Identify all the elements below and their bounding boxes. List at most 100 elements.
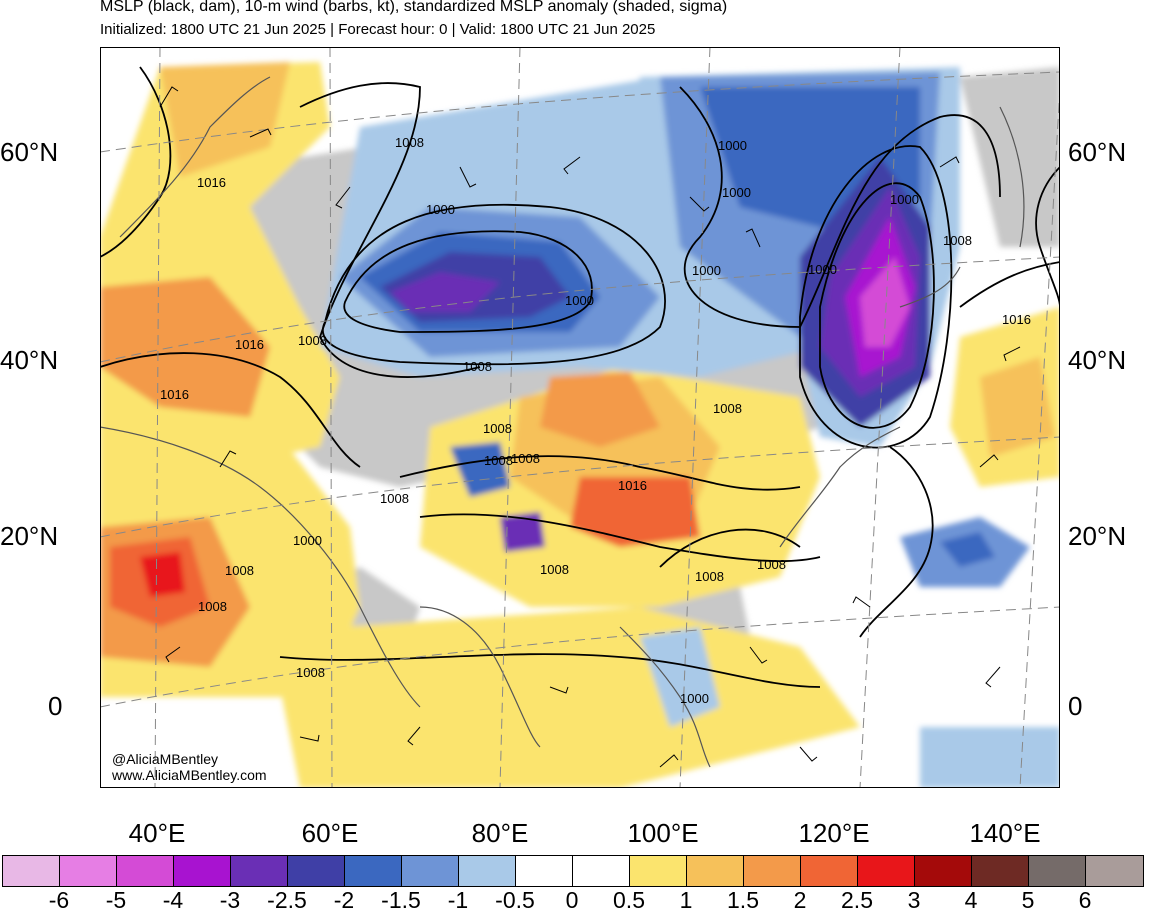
colorbar-swatch — [687, 856, 744, 886]
wind-barb — [549, 686, 569, 694]
positive-anomaly-area — [160, 62, 290, 177]
isobar — [819, 182, 935, 429]
wind-barb — [745, 228, 761, 248]
colorbar-swatch — [573, 856, 630, 886]
graticule-line — [100, 71, 1060, 153]
colorbar-label: 1.5 — [727, 887, 759, 913]
lat-label-40n-right: 40°N — [1068, 345, 1127, 375]
lon-label-60e: 60°E — [301, 818, 359, 848]
contour-label: 1008 — [296, 665, 325, 680]
lat-label-0-right: 0 — [1068, 691, 1083, 721]
graticule-line — [329, 47, 333, 788]
lon-label-80e: 80°E — [471, 818, 529, 848]
isobar — [1035, 166, 1060, 308]
colorbar-swatch — [1086, 856, 1143, 886]
wind-barb — [159, 86, 179, 108]
contour-label: 1008 — [943, 233, 972, 248]
contour-label: 1008 — [695, 569, 724, 584]
positive-anomaly-area — [540, 372, 660, 447]
wind-barb — [979, 454, 999, 468]
colorbar-label: 5 — [1021, 887, 1035, 913]
wind-barb — [219, 450, 237, 468]
colorbar-swatch — [516, 856, 573, 886]
lat-label-20n: 20°N — [0, 521, 59, 551]
contour-label: 1008 — [298, 333, 327, 348]
graticule-line — [499, 47, 521, 788]
colorbar-swatch — [174, 856, 231, 886]
positive-anomaly-area — [570, 477, 700, 547]
wind-barb — [689, 196, 710, 212]
wind-barb — [299, 734, 320, 742]
coastline — [100, 426, 421, 708]
isobar — [279, 653, 821, 688]
map-panel[interactable]: 1008 1016 1016 1016 1000 1000 1000 1008 1000 1000… — [100, 47, 1060, 788]
coastline — [999, 106, 1025, 248]
contour-label: 1016 — [197, 175, 226, 190]
colorbar-swatch — [117, 856, 174, 886]
contour-label: 1008 — [380, 491, 409, 506]
lat-label-0: 0 — [48, 691, 63, 721]
wind-barb — [939, 156, 960, 168]
colorbar-swatch — [345, 856, 402, 886]
map-title: MSLP (black, dam), 10-m wind (barbs, kt)… — [100, 0, 728, 15]
wind-barb — [749, 646, 768, 664]
graticule-line — [100, 606, 1060, 708]
negative-anomaly-area — [500, 512, 545, 552]
contour-label: 1008 — [713, 401, 742, 416]
coastlines — [100, 76, 1025, 768]
colorbar-swatch — [972, 856, 1029, 886]
neutral-land-shading — [960, 67, 1060, 247]
contour-label: 1000 — [890, 192, 919, 207]
colorbar-label: -0.5 — [495, 887, 535, 913]
contour-label: 1016 — [1002, 312, 1031, 327]
positive-anomaly-area — [980, 357, 1055, 457]
colorbar-label: 6 — [1078, 887, 1092, 913]
colorbar-label: 4 — [964, 887, 978, 913]
colorbar-label: 2 — [793, 887, 807, 913]
anomaly-shading — [100, 62, 1060, 788]
coastline — [119, 76, 271, 238]
contour-label: 1008 — [540, 562, 569, 577]
contour-label: 1008 — [484, 453, 513, 468]
isobar — [299, 82, 481, 378]
colorbar-label: -2 — [333, 887, 355, 913]
wind-barb — [852, 596, 871, 608]
coastline — [899, 266, 961, 308]
colorbar-label: 2.5 — [841, 887, 873, 913]
lon-label-40e: 40°E — [128, 818, 186, 848]
contour-label: 1008 — [511, 451, 540, 466]
wind-barb — [459, 166, 477, 188]
wind-barb — [659, 754, 679, 768]
negative-anomaly-area — [860, 257, 910, 347]
colorbar-swatch — [60, 856, 117, 886]
isobar — [322, 203, 666, 366]
contour-label: 1000 — [680, 691, 709, 706]
negative-anomaly-area — [450, 442, 510, 497]
wind-barb — [335, 186, 351, 209]
colorbar-label: -5 — [105, 887, 127, 913]
isobar — [419, 513, 821, 563]
lat-label-60n-right: 60°N — [1068, 137, 1127, 167]
colorbar-swatch — [231, 856, 288, 886]
contour-label: 1008 — [225, 563, 254, 578]
wind-barb — [563, 156, 581, 175]
lat-label-60n: 60°N — [0, 137, 59, 167]
graticule — [100, 47, 1060, 788]
contour-label: 1016 — [235, 337, 264, 352]
colorbar-swatch — [630, 856, 687, 886]
credit-website[interactable]: www.AliciaMBentley.com — [112, 767, 267, 783]
contour-label: 1000 — [808, 262, 837, 277]
positive-anomaly-area — [280, 607, 860, 788]
colorbar-label: -2.5 — [267, 887, 307, 913]
contour-label: 1008 — [463, 359, 492, 374]
positive-anomaly-area — [140, 552, 185, 597]
positive-anomaly-area — [100, 277, 270, 417]
graticule-line — [679, 47, 711, 788]
wind-barb — [985, 666, 1001, 688]
negative-anomaly-area — [920, 727, 1060, 788]
lon-label-140e: 140°E — [969, 818, 1041, 848]
contour-label: 1000 — [722, 185, 751, 200]
wind-barb — [799, 746, 818, 762]
colorbar-swatch — [402, 856, 459, 886]
graticule-line — [1019, 86, 1060, 788]
